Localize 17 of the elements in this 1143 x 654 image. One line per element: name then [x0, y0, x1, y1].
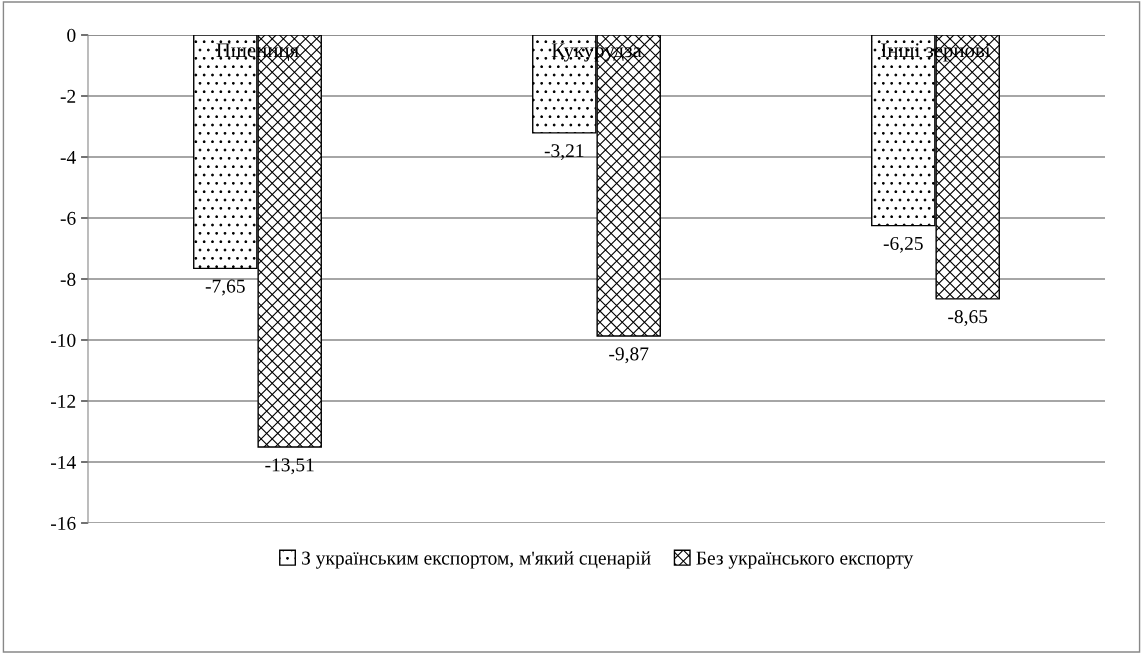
- data-label: -3,21: [544, 144, 584, 161]
- legend-label: З українським експортом, м'який сценарій: [302, 551, 651, 569]
- data-label: -8,65: [948, 310, 988, 326]
- data-label: -9,87: [609, 347, 649, 364]
- y-tick-label: -2: [60, 89, 76, 103]
- y-tick-label: -6: [60, 211, 76, 225]
- y-tick-label: -8: [60, 272, 76, 286]
- y-tick-label: -14: [51, 455, 76, 469]
- y-tick-label: 0: [67, 28, 76, 42]
- data-label: -13,51: [265, 458, 314, 475]
- y-tick-label: -4: [60, 150, 76, 164]
- data-label: -7,65: [205, 279, 245, 296]
- y-tick-label: -10: [51, 333, 76, 347]
- y-tick-label: -16: [51, 516, 76, 530]
- legend-label: Без українського експорту: [696, 551, 914, 569]
- data-label: -6,25: [883, 236, 923, 253]
- y-tick-label: -12: [51, 394, 76, 408]
